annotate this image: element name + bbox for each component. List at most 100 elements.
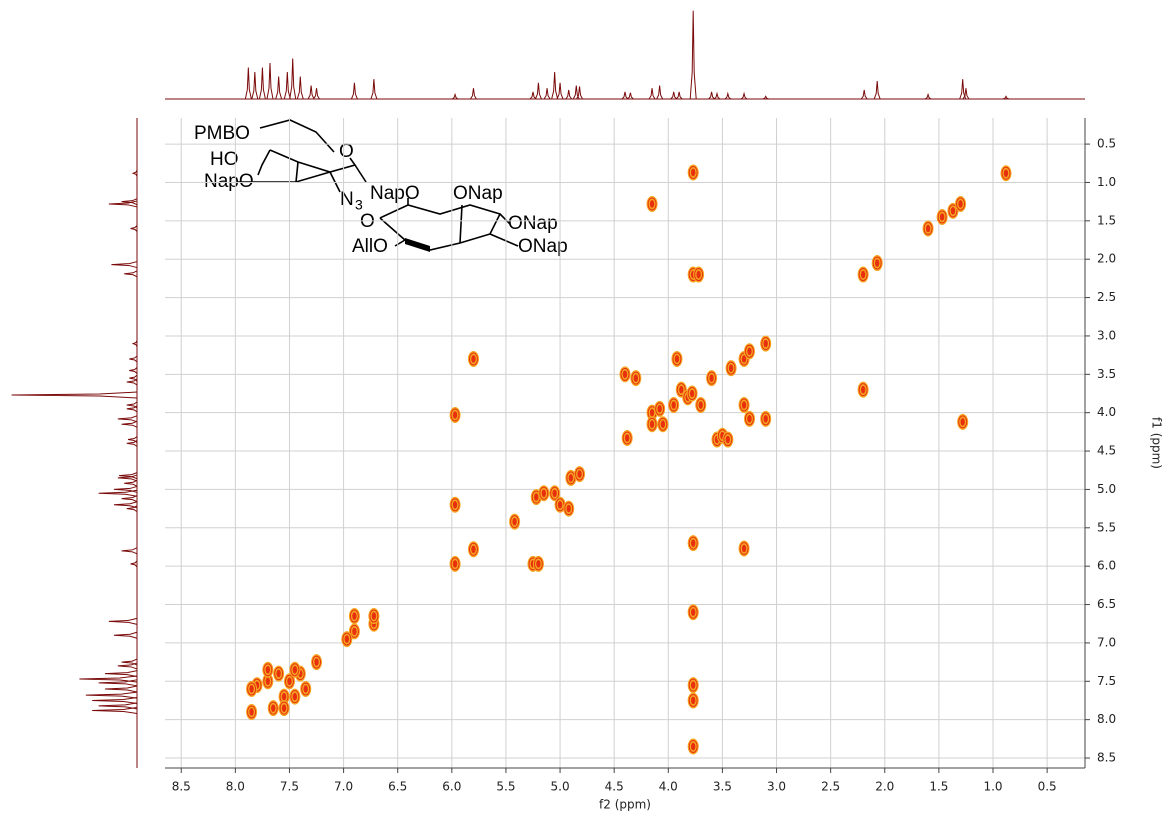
contour-inner (471, 545, 476, 554)
contour-inner (536, 560, 541, 568)
projection-peak (266, 62, 274, 100)
cross-peak (686, 385, 698, 402)
contour-inner (249, 708, 254, 716)
projection-peak (860, 89, 868, 100)
cross-peak (467, 350, 479, 367)
projection-peak (108, 617, 138, 625)
contour-inner (281, 692, 287, 701)
projection-peak (576, 86, 583, 100)
contour-inner (649, 200, 655, 208)
contour-mid (658, 417, 668, 431)
cross-peak (563, 500, 575, 517)
projection-peak (551, 71, 559, 100)
projection-peak (565, 89, 573, 100)
cross-peak (646, 416, 658, 433)
x-tick-label: 3.0 (767, 780, 786, 794)
contour-inner (577, 470, 582, 478)
projection-peak (121, 547, 138, 555)
cross-peak (341, 631, 353, 648)
projection-peak (924, 92, 932, 100)
projection-peak (648, 88, 656, 100)
y-tick-label: 6.0 (1097, 559, 1116, 573)
projection-peak (98, 679, 138, 687)
contour-inner (352, 612, 357, 620)
contour-inner (725, 435, 731, 444)
structure-label: AllO (352, 236, 388, 257)
contour-mid (688, 165, 698, 179)
contour-inner (657, 405, 662, 413)
contour-inner (728, 364, 734, 372)
projection-peak (283, 71, 291, 100)
cross-peak (857, 381, 869, 398)
x-tick-label: 0.5 (1038, 780, 1057, 794)
cross-peak (619, 366, 631, 383)
projection-peak (289, 58, 297, 100)
cross-peak (278, 688, 290, 705)
cross-peak (565, 469, 577, 486)
cross-peak (273, 665, 285, 682)
contour-inner (709, 374, 714, 382)
contour-inner (271, 704, 276, 712)
contour-inner (568, 474, 574, 482)
cross-peak (695, 397, 707, 414)
cross-peak (760, 335, 772, 352)
cross-peak (687, 738, 699, 755)
projection-peak (529, 91, 537, 100)
cross-peak (1000, 165, 1012, 182)
contour-inner (352, 627, 357, 636)
contour-inner (541, 489, 547, 498)
contour-mid (279, 701, 289, 715)
cross-peak (300, 680, 312, 697)
cross-peak (671, 350, 683, 367)
contour-inner (690, 168, 696, 177)
contour-mid (948, 204, 958, 218)
projection-peak (740, 91, 748, 100)
cross-peak (574, 466, 586, 483)
structure-label: ONap (518, 236, 568, 257)
projection-peak (92, 696, 138, 704)
contour-mid (450, 408, 460, 422)
contour-mid (301, 682, 311, 696)
y-tick-label: 4.5 (1097, 444, 1116, 458)
contour-mid (622, 431, 632, 445)
contour-inner (674, 355, 680, 363)
projection-peak (126, 401, 138, 409)
projection-peak (307, 85, 315, 100)
contour-inner (287, 677, 292, 686)
cross-peak (368, 608, 380, 625)
contour-mid (564, 502, 574, 516)
contour-mid (723, 433, 733, 447)
cross-peak (687, 164, 699, 181)
contour-mid (676, 383, 686, 397)
cross-peak (549, 485, 561, 502)
cross-peak (738, 540, 750, 557)
contour-inner (1003, 169, 1009, 178)
projection-peak (121, 198, 138, 206)
cross-peak (509, 513, 521, 530)
contour-inner (747, 347, 752, 356)
x-tick-label: 2.5 (821, 780, 840, 794)
contour-mid (247, 682, 257, 696)
contour-mid (707, 371, 717, 385)
contour-mid (872, 256, 882, 270)
ring-bond (259, 119, 335, 153)
contour-inner (552, 489, 557, 498)
projection-peak (113, 631, 138, 639)
contour-mid (858, 383, 868, 397)
y-tick-label: 2.0 (1097, 252, 1116, 266)
contour-inner (649, 420, 655, 428)
projection-peak (675, 91, 683, 100)
contour-mid (539, 486, 549, 500)
y-tick-label: 7.5 (1097, 674, 1116, 688)
contour-mid (1001, 166, 1011, 180)
cross-peak (246, 680, 258, 697)
cross-peak (657, 416, 669, 433)
contour-mid (468, 352, 478, 366)
cross-peak (449, 406, 461, 423)
projection-peak (543, 88, 551, 100)
structure-label: NapO (204, 171, 254, 192)
structure-label: HO (210, 149, 239, 170)
projection-peak (251, 71, 259, 100)
cross-peak (449, 555, 461, 572)
